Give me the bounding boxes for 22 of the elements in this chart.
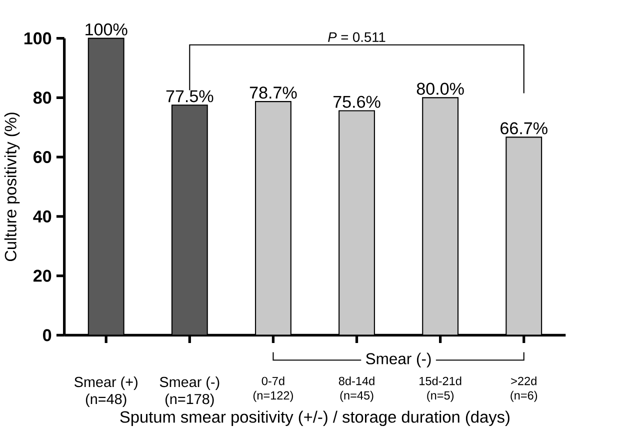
data-label: 100% xyxy=(86,23,128,36)
y-tick-label: 0 xyxy=(43,328,52,341)
y-tick-label: 100 xyxy=(24,32,52,44)
x-tick-label: 8d-14d (n=45) xyxy=(338,376,374,402)
y-tick-label: 20 xyxy=(33,270,52,282)
text: Smear (-) xyxy=(366,352,431,368)
data-label: 66.7% xyxy=(500,122,548,134)
y-tick-label: 80 xyxy=(33,91,52,104)
y-axis-title: Culture positivity (%) xyxy=(4,112,20,261)
x-tick-label: Smear (-) (n=178) xyxy=(160,376,220,407)
data-label: 80.0% xyxy=(416,82,464,95)
annotation: P = 0.511 xyxy=(328,32,386,42)
x-tick-label: Smear (+) (n=48) xyxy=(74,376,138,407)
y-tick-label: 60 xyxy=(33,150,52,163)
data-label: 75.6% xyxy=(333,96,380,108)
x-tick-label: 0-7d (n=122) xyxy=(253,376,293,402)
data-label: 77.5% xyxy=(166,90,214,102)
x-axis-title: Sputum smear positivity (+/-) / storage duration (days) xyxy=(120,410,510,426)
data-label: 78.7% xyxy=(250,86,297,98)
x-tick-label: 15d-21d (n=5) xyxy=(420,376,462,402)
x-tick-label: >22d (n=6) xyxy=(510,376,538,402)
y-tick-label: 40 xyxy=(33,210,52,222)
